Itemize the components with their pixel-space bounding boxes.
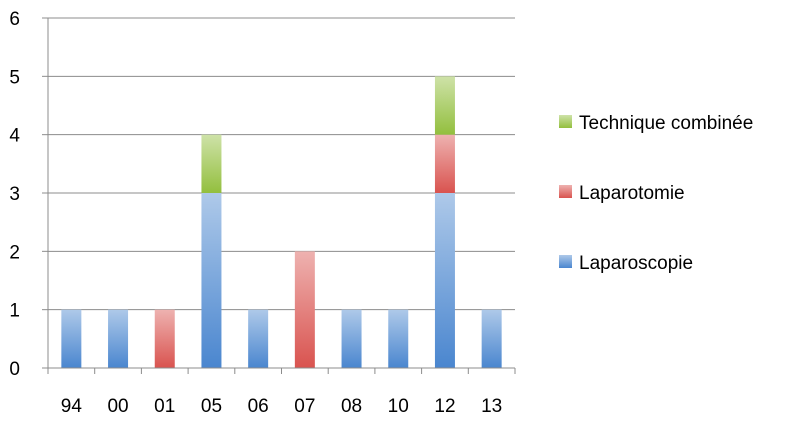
x-tick-label-06: 06 [248,396,269,417]
y-tick-label-5: 5 [9,67,20,88]
y-tick-labels: 0 1 2 3 4 5 6 [9,9,20,380]
bar-08-laparoscopie [341,309,362,368]
bar-06-laparoscopie [248,309,269,368]
y-tick-label-2: 2 [9,242,20,263]
legend-label-laparoscopie: Laparoscopie [579,253,693,274]
x-tick-labels: 94 00 01 05 06 07 08 10 12 13 [61,396,502,417]
legend-swatch-laparotomie [559,185,572,198]
y-tick-label-4: 4 [9,126,20,147]
bar-05-technique-combinee [201,134,222,193]
x-tick-label-08: 08 [341,396,362,417]
bar-07-laparotomie [294,251,315,368]
x-tick-label-05: 05 [201,396,222,417]
bar-01-laparotomie [154,309,175,368]
x-tick-label-94: 94 [61,396,83,417]
legend-label-technique-combinee: Technique combinée [579,113,753,134]
bars [61,76,502,368]
y-tick-label-1: 1 [9,301,20,322]
axes [42,17,516,374]
legend: Technique combinée Laparotomie Laparoscopi… [559,113,753,274]
legend-swatch-technique-combinee [559,115,572,128]
x-tick-label-10: 10 [388,396,409,417]
bar-13-laparoscopie [481,309,502,368]
x-tick-label-00: 00 [107,396,128,417]
x-tick-label-07: 07 [294,396,315,417]
y-tick-label-6: 6 [9,9,20,30]
legend-label-laparotomie: Laparotomie [579,183,685,204]
bar-10-laparoscopie [388,309,409,368]
y-tick-label-0: 0 [9,359,20,380]
bar-94-laparoscopie [61,309,82,368]
x-tick-label-01: 01 [154,396,175,417]
x-tick-label-13: 13 [481,396,502,417]
bar-12-technique-combinee [434,76,455,135]
bar-05-laparoscopie [201,193,222,368]
bar-12-laparotomie [434,134,455,193]
y-tick-label-3: 3 [9,184,20,205]
x-tick-label-12: 12 [434,396,455,417]
legend-swatch-laparoscopie [559,255,572,268]
bar-00-laparoscopie [108,309,129,368]
bar-12-laparoscopie [434,193,455,368]
